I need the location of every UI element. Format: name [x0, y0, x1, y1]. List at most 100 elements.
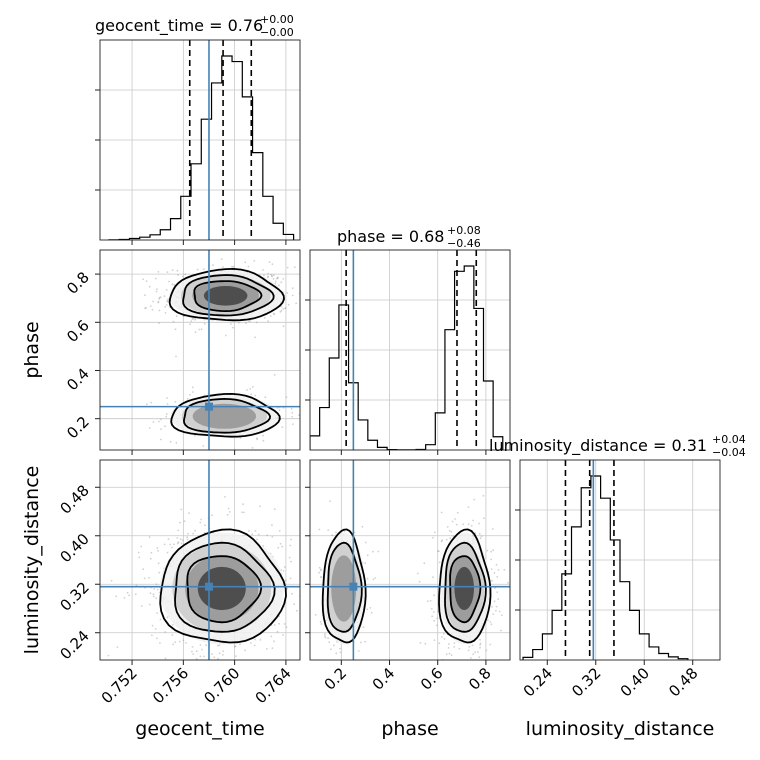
sample-point [180, 542, 183, 545]
sample-point [276, 277, 278, 280]
sample-point [333, 644, 335, 647]
sample-point [272, 312, 275, 315]
sample-point [482, 494, 485, 497]
sample-point [225, 334, 227, 337]
sample-point [302, 628, 304, 630]
sample-point [366, 554, 369, 557]
sample-point [171, 546, 173, 549]
sample-point [198, 328, 201, 331]
sample-point [280, 569, 283, 571]
contour-line [174, 541, 276, 633]
sample-point [479, 646, 481, 649]
sample-point [194, 434, 196, 437]
sample-point [489, 621, 492, 623]
title-luminosity_distance-plus: +0.04 [712, 433, 746, 446]
sample-point [156, 288, 158, 290]
sample-point [262, 269, 264, 271]
sample-point [266, 276, 269, 279]
contour-line [449, 555, 482, 624]
sample-point [311, 588, 313, 590]
sample-point [335, 531, 337, 534]
sample-point [228, 511, 231, 513]
sample-point [290, 538, 292, 541]
sample-point [166, 616, 169, 619]
sample-point [148, 427, 151, 429]
sample-point [189, 323, 191, 326]
sample-point [160, 428, 162, 430]
panel-frame [519, 459, 721, 661]
y-tick-label: 0.4 [63, 365, 93, 395]
sample-point [239, 437, 242, 439]
sample-point [289, 544, 292, 547]
sample-point [148, 285, 151, 288]
sample-point [432, 611, 435, 613]
sample-point [191, 391, 194, 393]
sample-point [254, 394, 257, 397]
x-tick-label: 0.764 [252, 664, 295, 707]
sample-point [491, 579, 493, 582]
sample-point [262, 439, 265, 442]
sample-point [277, 546, 280, 549]
sample-point [339, 647, 341, 650]
title-phase-main: phase = 0.68 [337, 227, 444, 246]
sample-point [314, 614, 317, 616]
sample-point [470, 657, 472, 659]
sample-point [155, 583, 158, 586]
sample-point [500, 629, 502, 632]
sample-point [321, 276, 323, 278]
sample-point [164, 425, 166, 428]
sample-point [364, 541, 367, 544]
sample-point [320, 568, 322, 571]
sample-point [310, 616, 312, 618]
sample-point [493, 572, 496, 574]
x-tick-label: 0.756 [149, 664, 192, 707]
sample-point [156, 637, 158, 640]
y-tick-label: 0.8 [63, 268, 93, 298]
sample-point [159, 642, 161, 644]
sample-point [244, 261, 247, 264]
sample-point [172, 643, 175, 646]
histogram-luminosity_distance [522, 475, 689, 660]
sample-point [280, 305, 283, 308]
sample-point [494, 587, 496, 589]
sample-point [507, 581, 509, 584]
sample-point [249, 672, 251, 674]
sample-point [177, 529, 180, 532]
sample-point [171, 269, 174, 271]
sample-point [278, 284, 280, 287]
grid [100, 40, 300, 240]
xlabel-phase: phase [381, 718, 438, 740]
sample-point [318, 298, 320, 300]
panel-frame [99, 249, 301, 451]
sample-point [172, 320, 175, 323]
sample-point [151, 624, 154, 627]
sample-point [110, 579, 113, 582]
sample-point [165, 415, 168, 418]
sample-point [218, 644, 221, 647]
sample-point [144, 307, 147, 310]
sample-point [300, 588, 302, 590]
sample-point [199, 521, 202, 524]
sample-point [251, 447, 254, 449]
sample-point [254, 530, 257, 532]
sample-point [203, 322, 206, 325]
sample-point [155, 277, 157, 280]
sample-point [250, 393, 253, 396]
ylabel-luminosity_distance: luminosity_distance [21, 466, 43, 655]
sample-point [192, 662, 194, 664]
sample-point [424, 642, 427, 645]
sample-point [149, 305, 152, 307]
sample-point [165, 289, 168, 291]
sample-point [433, 594, 435, 597]
sample-point [449, 537, 451, 539]
sample-point [244, 649, 247, 652]
sample-point [455, 523, 458, 526]
sample-point [242, 503, 245, 506]
sample-point [199, 655, 202, 658]
sample-point [218, 652, 221, 655]
sample-point [235, 655, 237, 657]
sample-point [278, 409, 281, 411]
sample-point [324, 636, 327, 639]
contour-line [438, 528, 492, 644]
sample-point [321, 297, 323, 299]
